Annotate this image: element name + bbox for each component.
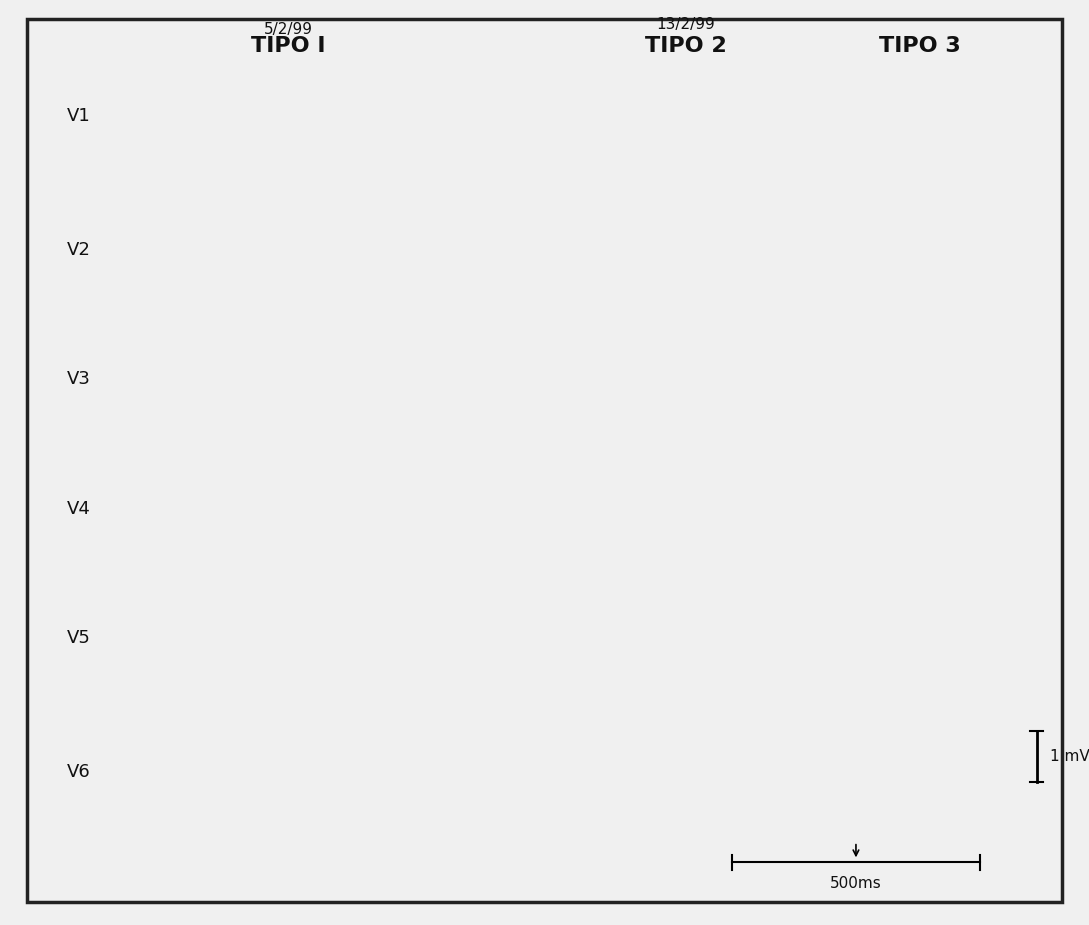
Text: TIPO I: TIPO I: [252, 35, 326, 56]
Text: V3: V3: [66, 370, 90, 388]
FancyBboxPatch shape: [27, 18, 1062, 902]
Text: V6: V6: [66, 763, 90, 782]
Text: 1 mV: 1 mV: [1050, 748, 1089, 764]
Text: TIPO 2: TIPO 2: [645, 35, 727, 56]
Text: V5: V5: [66, 629, 90, 647]
Text: 500ms: 500ms: [830, 876, 882, 891]
Text: V2: V2: [66, 240, 90, 259]
Text: TIPO 3: TIPO 3: [879, 35, 962, 56]
Text: 13/2/99: 13/2/99: [657, 18, 715, 32]
Text: V1: V1: [66, 106, 90, 125]
Text: V4: V4: [66, 500, 90, 518]
Text: 5/2/99: 5/2/99: [265, 22, 313, 37]
